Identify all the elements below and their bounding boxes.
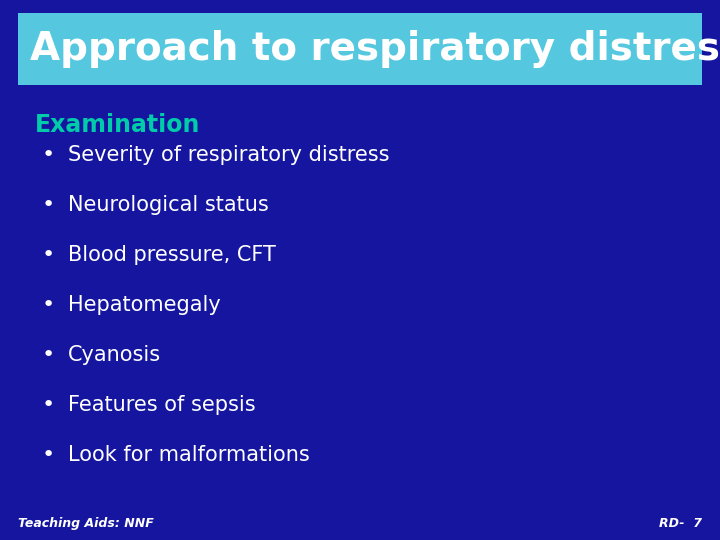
Text: •: • <box>41 345 55 365</box>
Text: Features of sepsis: Features of sepsis <box>68 395 256 415</box>
Text: •: • <box>41 195 55 215</box>
Text: Teaching Aids: NNF: Teaching Aids: NNF <box>18 517 154 530</box>
Text: •: • <box>41 395 55 415</box>
Bar <box>18 13 702 85</box>
Text: Look for malformations: Look for malformations <box>68 445 310 465</box>
Text: RD-  7: RD- 7 <box>659 517 702 530</box>
Text: Hepatomegaly: Hepatomegaly <box>68 295 221 315</box>
Text: •: • <box>41 295 55 315</box>
Text: Cyanosis: Cyanosis <box>68 345 161 365</box>
Text: Approach to respiratory distress: Approach to respiratory distress <box>30 30 720 68</box>
Text: •: • <box>41 245 55 265</box>
Text: Severity of respiratory distress: Severity of respiratory distress <box>68 145 390 165</box>
Text: Examination: Examination <box>35 113 200 137</box>
Text: •: • <box>41 445 55 465</box>
Text: •: • <box>41 145 55 165</box>
Text: Blood pressure, CFT: Blood pressure, CFT <box>68 245 276 265</box>
Text: Neurological status: Neurological status <box>68 195 269 215</box>
